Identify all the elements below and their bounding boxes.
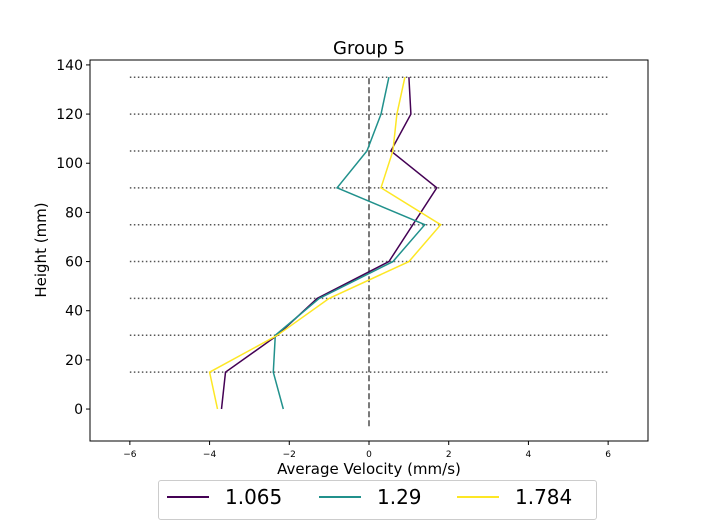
- y-tick-label: 0: [74, 402, 83, 418]
- plot-area: [89, 59, 649, 442]
- series-line-1-29: [272, 77, 427, 410]
- legend-entry-129: 1.29: [319, 485, 422, 509]
- x-tick-label: −2: [283, 450, 296, 460]
- y-tick-label: 40: [65, 304, 83, 320]
- series-line-1-784: [208, 77, 442, 410]
- legend-swatch-1065: [167, 496, 209, 498]
- x-axis-label: Average Velocity (mm/s): [277, 460, 461, 478]
- legend-entry-1065: 1.065: [167, 485, 282, 509]
- legend: 1.065 1.29 1.784: [158, 480, 597, 520]
- reference-lines: [129, 76, 609, 427]
- x-tick-label: −4: [203, 450, 217, 460]
- legend-label-1784: 1.784: [515, 485, 573, 509]
- legend-swatch-1784: [457, 496, 499, 498]
- x-tick-label: 6: [605, 450, 611, 460]
- x-tick-label: 4: [526, 450, 532, 460]
- y-tick-label: 80: [65, 205, 83, 221]
- y-tick-label: 100: [56, 156, 83, 172]
- y-axis-label: Height (mm): [32, 202, 50, 297]
- chart-title: Group 5: [333, 38, 405, 59]
- legend-entry-1784: 1.784: [457, 485, 572, 509]
- y-tick-label: 20: [65, 353, 83, 369]
- y-tick-label: 120: [56, 107, 83, 123]
- series-layer: [208, 77, 442, 410]
- legend-swatch-129: [319, 496, 361, 498]
- legend-label-1065: 1.065: [225, 485, 283, 509]
- legend-label-129: 1.29: [377, 485, 422, 509]
- y-tick-label: 60: [65, 255, 83, 271]
- line-chart: Group 5 −6 −4 −2 0 2 4 6 0 20 40 60 80 100 120 140 Av…: [32, 38, 649, 478]
- x-axis-ticks: −6 −4 −2 0 2 4 6: [123, 441, 611, 460]
- x-tick-label: 2: [446, 450, 452, 460]
- x-tick-label: 0: [366, 450, 372, 460]
- y-tick-label: 140: [56, 58, 83, 74]
- series-line-1-065: [220, 77, 438, 410]
- x-tick-label: −6: [123, 450, 137, 460]
- y-axis-ticks: 0 20 40 60 80 100 120 140: [56, 58, 90, 418]
